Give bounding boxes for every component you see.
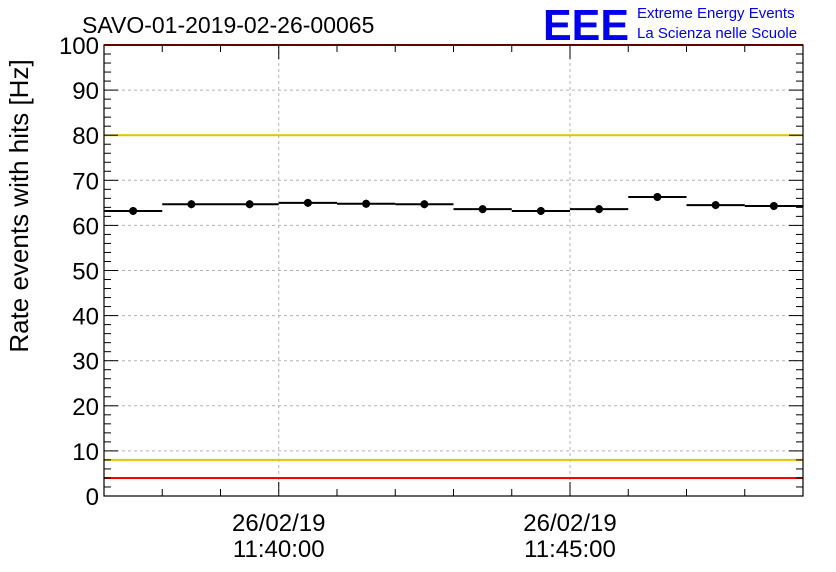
y-tick-label: 30 [72, 349, 99, 376]
data-point-marker [129, 206, 138, 215]
data-point [278, 198, 337, 207]
reference-lines [104, 44, 803, 479]
y-tick-label: 90 [72, 78, 99, 105]
axes: 010203040506070809010026/02/1911:40:0026… [59, 33, 804, 563]
data-series [104, 192, 803, 215]
y-tick-label: 20 [72, 394, 99, 421]
data-point-marker [420, 200, 429, 209]
data-point [220, 200, 279, 209]
x-tick-label-time: 11:45:00 [524, 536, 616, 563]
data-point-marker [536, 206, 545, 215]
y-tick-label: 80 [72, 123, 99, 150]
data-point [628, 192, 687, 201]
data-point [162, 200, 221, 209]
data-point [337, 199, 396, 208]
data-point-marker [769, 202, 778, 211]
eee-logo: EEE Extreme Energy Events La Scienza nel… [543, 1, 797, 50]
data-point-marker [711, 201, 720, 210]
x-tick-label-date: 26/02/19 [232, 510, 325, 537]
data-point [686, 201, 745, 210]
data-point [570, 205, 629, 214]
grid [104, 44, 803, 497]
y-axis-label: Rate events with hits [Hz] [4, 59, 34, 352]
data-point-marker [245, 200, 254, 209]
data-point [104, 206, 163, 215]
data-point [744, 202, 803, 211]
data-point-marker [595, 205, 604, 214]
data-point-marker [653, 192, 662, 201]
data-point [511, 206, 570, 215]
x-tick-label-time: 11:40:00 [233, 536, 325, 563]
x-tick-label-date: 26/02/19 [523, 510, 616, 537]
logo-line-2: La Scienza nelle Scuole [637, 25, 797, 42]
data-point-marker [362, 199, 371, 208]
data-point-marker [478, 205, 487, 214]
y-tick-label: 10 [72, 439, 99, 466]
y-tick-label: 40 [72, 304, 99, 331]
logo-mark: EEE [543, 1, 629, 50]
data-point-marker [187, 200, 196, 209]
y-tick-label: 100 [59, 33, 99, 60]
data-point [453, 205, 512, 214]
data-point [395, 200, 454, 209]
logo-line-1: Extreme Energy Events [637, 5, 795, 22]
y-tick-label: 50 [72, 259, 99, 286]
y-tick-label: 0 [86, 484, 99, 511]
data-point-marker [303, 198, 312, 207]
chart-title: SAVO-01-2019-02-26-00065 [82, 12, 374, 38]
y-tick-label: 60 [72, 213, 99, 240]
y-tick-label: 70 [72, 168, 99, 195]
